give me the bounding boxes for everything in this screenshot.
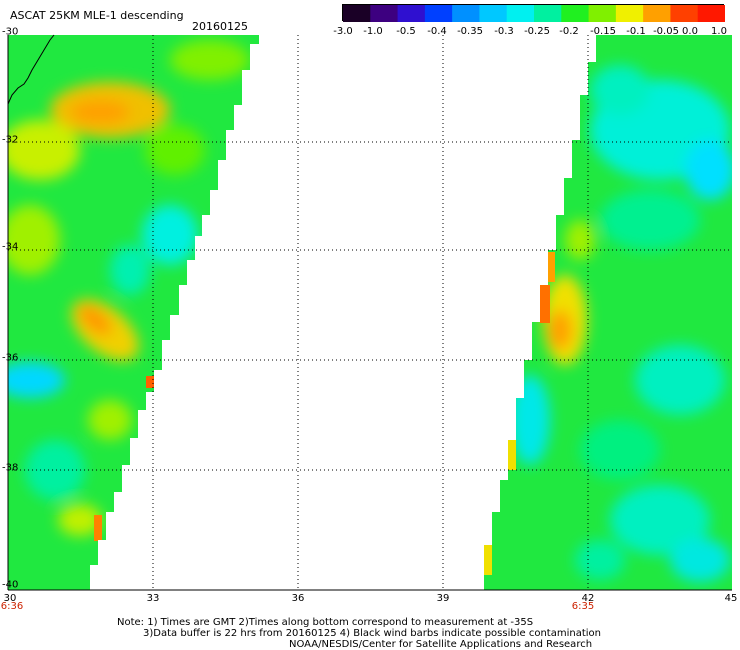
graticule — [8, 35, 732, 590]
colorbar-label: -0.3 — [494, 26, 514, 37]
colorbar-label: -0.25 — [524, 26, 550, 37]
colorbar-segment — [643, 5, 672, 22]
product-title: ASCAT 25KM MLE-1 descending — [10, 9, 184, 22]
colorbar-segment — [397, 5, 426, 22]
lon-label: 42 — [581, 593, 595, 604]
colorbar-label: -3.0 — [333, 26, 353, 37]
colorbar-label: -0.15 — [590, 26, 616, 37]
colorbar-label: -0.1 — [626, 26, 646, 37]
note-line-3: NOAA/NESDIS/Center for Satellite Applica… — [289, 639, 593, 650]
colorbar-segment — [424, 5, 453, 22]
left-swath — [8, 35, 259, 590]
colorbar-segment — [615, 5, 644, 22]
colorbar-segment — [697, 5, 725, 22]
swath-time-label: 6:35 — [571, 601, 595, 612]
colorbar-label: 0.0 — [682, 26, 698, 37]
colorbar-segment — [452, 5, 481, 22]
lat-label: -30 — [2, 26, 19, 38]
colorbar-label: 1.0 — [711, 26, 727, 37]
product-date: 20160125 — [192, 20, 248, 33]
note-line-1: Note: 1) Times are GMT 2)Times along bot… — [117, 617, 534, 628]
lon-label: 36 — [291, 593, 305, 604]
coastline — [7, 34, 55, 105]
colorbar-label: -0.5 — [396, 26, 416, 37]
colorbar-label: -1.0 — [363, 26, 383, 37]
lat-label: -32 — [2, 134, 19, 146]
lat-label: -38 — [2, 462, 19, 474]
color-scale-bar — [342, 4, 725, 22]
colorbar-label: -0.05 — [653, 26, 679, 37]
lon-label: 33 — [146, 593, 160, 604]
colorbar-label: -0.4 — [427, 26, 447, 37]
lat-label: -36 — [2, 352, 19, 364]
colorbar-segment — [370, 5, 399, 22]
lon-label: 30 — [3, 593, 17, 604]
lon-label: 45 — [724, 593, 738, 604]
colorbar-segment — [561, 5, 590, 22]
swath-time-label: 6:36 — [0, 601, 24, 612]
colorbar-segment — [534, 5, 562, 22]
lon-label: 39 — [436, 593, 450, 604]
lat-label: -34 — [2, 241, 19, 253]
axis-ticks — [7, 35, 732, 591]
colorbar-segment — [670, 5, 699, 22]
colorbar-segment — [588, 5, 617, 22]
colorbar-segment — [506, 5, 535, 22]
right-swath — [484, 35, 732, 590]
colorbar-segment — [343, 5, 371, 22]
colorbar-label: -0.2 — [559, 26, 579, 37]
lat-label: -40 — [2, 579, 19, 591]
color-scale-gradient — [343, 5, 725, 22]
note-line-2: 3)Data buffer is 22 hrs from 20160125 4)… — [143, 628, 601, 639]
colorbar-label: -0.35 — [457, 26, 483, 37]
colorbar-segment — [479, 5, 508, 22]
